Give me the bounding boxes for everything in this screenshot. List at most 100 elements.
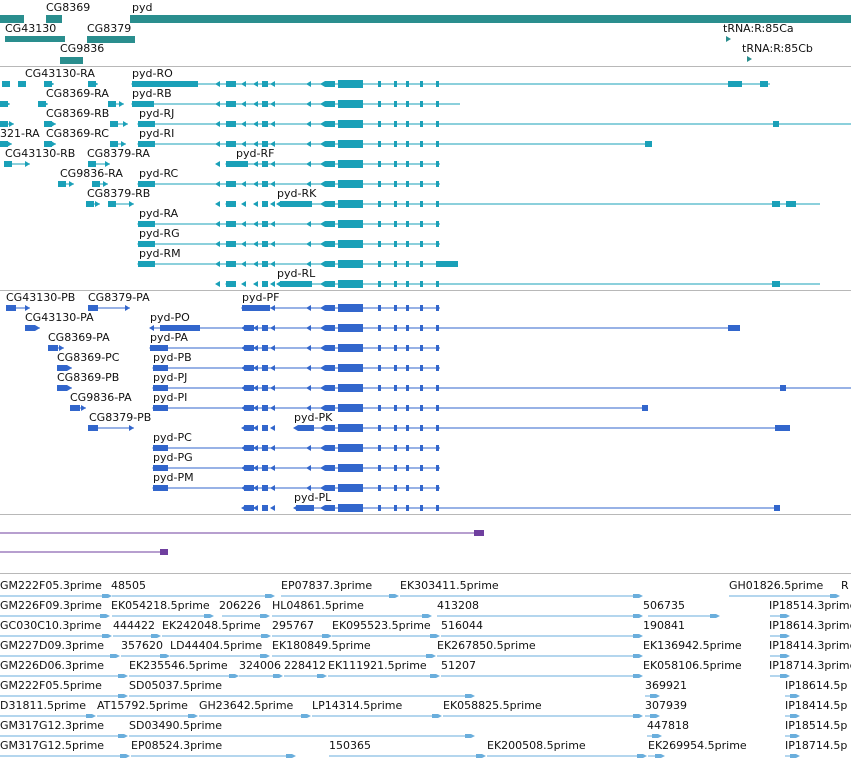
transcript-label[interactable]: pyd-RA [139,207,179,220]
est-label[interactable]: AT15792.5prime [97,699,188,712]
est-label[interactable]: 190841 [643,619,685,632]
transcript-label[interactable]: pyd-RM [139,247,181,260]
est-label[interactable]: R [841,579,849,592]
est-label[interactable]: GM226D06.3prime [0,659,105,672]
protein-label[interactable]: pyd-PM [153,471,194,484]
transcript-label[interactable]: CG8369-RB [46,107,110,120]
est-label[interactable]: 357620 [121,639,163,652]
est-label[interactable]: GM317G12.3prime [0,719,105,732]
est-label[interactable]: 444422 [113,619,155,632]
protein-label[interactable]: pyd-PB [153,351,192,364]
est-label[interactable]: EK180849.5prime [272,639,371,652]
transcript-label[interactable]: pyd-RG [139,227,180,240]
est-label[interactable]: GC030C10.3prime [0,619,102,632]
est-label[interactable]: 307939 [645,699,687,712]
transcript-label[interactable]: pyd-RO [132,67,173,80]
protein-label[interactable]: CG8369-PC [57,351,120,364]
gene-label[interactable]: CG43130 [5,22,57,35]
est-label[interactable]: IP18614.3prime [769,619,851,632]
est-label[interactable]: 206226 [219,599,261,612]
est-label[interactable]: GH23642.5prime [199,699,294,712]
est-label[interactable]: GH01826.5prime [729,579,824,592]
protein-label[interactable]: CG43130-PB [6,291,76,304]
est-label[interactable]: 51207 [441,659,476,672]
est-label[interactable]: EK136942.5prime [643,639,742,652]
transcript-label[interactable]: pyd-RC [139,167,179,180]
protein-label[interactable]: pyd-PF [242,291,280,304]
protein-label[interactable]: pyd-PA [150,331,188,344]
transcript-label[interactable]: CG9836-RA [60,167,123,180]
transcript-label[interactable]: pyd-RI [139,127,175,140]
est-label[interactable]: IP18414.5p [785,699,848,712]
est-label[interactable]: GM222F05.5prime [0,679,102,692]
est-label[interactable]: EK242048.5prime [162,619,261,632]
est-label[interactable]: LD44404.5prime [170,639,263,652]
protein-label[interactable]: CG9836-PA [70,391,132,404]
protein-label[interactable]: CG8369-PA [48,331,110,344]
est-label[interactable]: EK200508.5prime [487,739,586,752]
transcript-label[interactable]: pyd-RL [277,267,316,280]
transcript-label[interactable]: CG8369-RC [46,127,109,140]
gene-label[interactable]: tRNA:R:85Cb [742,42,813,55]
est-label[interactable]: 324006 [239,659,281,672]
est-label[interactable]: EK269954.5prime [648,739,747,752]
transcript-label[interactable]: pyd-RJ [139,107,175,120]
transcript-label[interactable]: CG43130-RA [25,67,95,80]
est-label[interactable]: 369921 [645,679,687,692]
est-label[interactable]: 48505 [111,579,146,592]
est-label[interactable]: 447818 [647,719,689,732]
gene-label[interactable]: CG9836 [60,42,105,55]
est-label[interactable]: SD05037.5prime [129,679,222,692]
est-label[interactable]: EK095523.5prime [332,619,431,632]
transcript-label[interactable]: pyd-RF [236,147,275,160]
est-label[interactable]: GM226F09.3prime [0,599,102,612]
protein-label[interactable]: pyd-PK [294,411,333,424]
transcript-label[interactable]: pyd-RK [277,187,317,200]
est-label[interactable]: GM227D09.3prime [0,639,105,652]
est-label[interactable]: EP07837.3prime [281,579,373,592]
est-label[interactable]: IP18714.5p [785,739,848,752]
protein-label[interactable]: CG8379-PB [89,411,152,424]
gene-label[interactable]: CG8369 [46,1,91,14]
est-label[interactable]: IP18414.3prime [769,639,851,652]
est-label[interactable]: EK058106.5prime [643,659,742,672]
transcript-label[interactable]: CG43130-RB [5,147,76,160]
est-label[interactable]: EK267850.5prime [437,639,536,652]
protein-label[interactable]: pyd-PJ [153,371,188,384]
est-label[interactable]: EK058825.5prime [443,699,542,712]
est-label[interactable]: EP08524.3prime [131,739,223,752]
protein-label[interactable]: pyd-PC [153,431,192,444]
gene-label[interactable]: pyd [132,1,153,14]
transcript-label[interactable]: 321-RA [0,127,40,140]
est-label[interactable]: 150365 [329,739,371,752]
est-label[interactable]: 295767 [272,619,314,632]
protein-label[interactable]: pyd-PO [150,311,190,324]
transcript-label[interactable]: CG8379-RB [87,187,151,200]
est-label[interactable]: 413208 [437,599,479,612]
gene-label[interactable]: CG8379 [87,22,132,35]
est-label[interactable]: EK235546.5prime [129,659,228,672]
est-label[interactable]: EK054218.5prime [111,599,210,612]
protein-label[interactable]: pyd-PL [294,491,332,504]
transcript-label[interactable]: CG8369-RA [46,87,109,100]
gene-label[interactable]: tRNA:R:85Ca [723,22,794,35]
est-label[interactable]: IP18514.5p [785,719,848,732]
est-label[interactable]: IP18514.3prime [769,599,851,612]
protein-label[interactable]: CG8379-PA [88,291,150,304]
est-label[interactable]: SD03490.5prime [129,719,222,732]
est-label[interactable]: 506735 [643,599,685,612]
transcript-label[interactable]: pyd-RB [132,87,172,100]
est-label[interactable]: EK303411.5prime [400,579,499,592]
protein-label[interactable]: pyd-PG [153,451,193,464]
est-label[interactable]: D31811.5prime [0,699,87,712]
est-label[interactable]: 228412 [284,659,326,672]
est-label[interactable]: LP14314.5prime [312,699,403,712]
est-label[interactable]: EK111921.5prime [328,659,427,672]
est-label[interactable]: GM317G12.5prime [0,739,105,752]
est-label[interactable]: GM222F05.3prime [0,579,102,592]
est-label[interactable]: IP18714.3prime [769,659,851,672]
transcript-label[interactable]: CG8379-RA [87,147,150,160]
protein-label[interactable]: pyd-PI [153,391,188,404]
protein-label[interactable]: CG8369-PB [57,371,120,384]
protein-label[interactable]: CG43130-PA [25,311,94,324]
